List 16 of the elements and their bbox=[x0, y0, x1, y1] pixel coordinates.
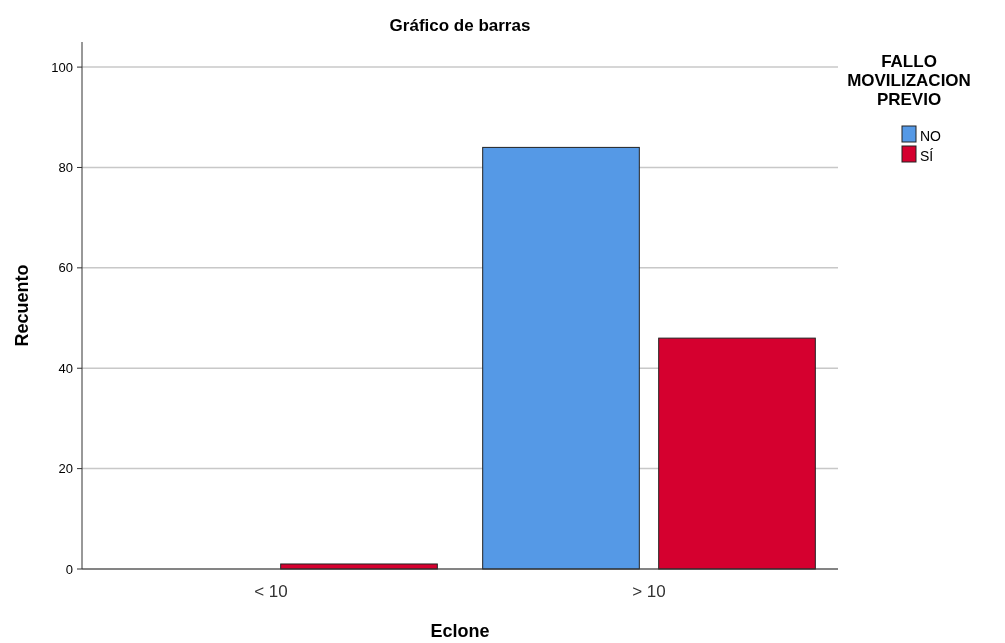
legend-title: FALLO MOVILIZACION PREVIO bbox=[847, 52, 971, 109]
legend-label: NO bbox=[920, 128, 942, 145]
x-axis-title: Eclone bbox=[430, 621, 490, 641]
bar bbox=[482, 146, 640, 570]
y-tick-label: 60 bbox=[58, 260, 73, 276]
y-tick-label: 20 bbox=[58, 461, 73, 477]
y-tick-label: 0 bbox=[65, 561, 73, 577]
y-tick-label: 80 bbox=[58, 160, 73, 176]
legend-label: SÍ bbox=[920, 148, 934, 165]
y-tick-label: 40 bbox=[58, 360, 73, 376]
chart-title: Gráfico de barras bbox=[389, 16, 531, 35]
x-tick-label: > 10 bbox=[632, 582, 666, 601]
bar bbox=[658, 337, 816, 570]
y-tick-label: 100 bbox=[51, 59, 73, 75]
y-axis-title: Recuento bbox=[12, 264, 32, 347]
x-tick-label: < 10 bbox=[254, 582, 288, 601]
